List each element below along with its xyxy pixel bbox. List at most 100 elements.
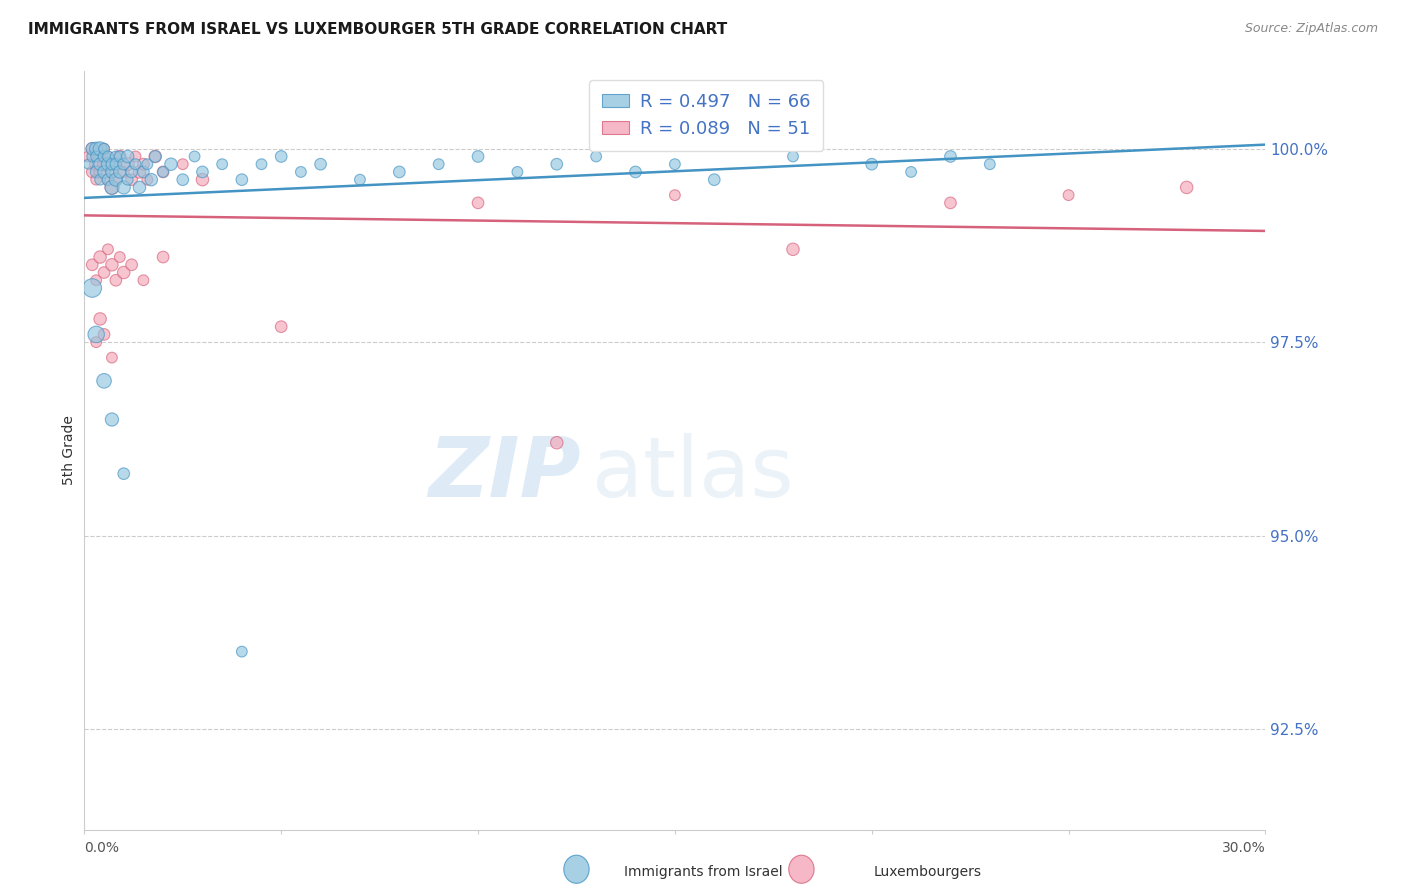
Text: Luxembourgers: Luxembourgers [875, 865, 981, 880]
Circle shape [564, 855, 589, 883]
Point [93, 142, 115, 156]
Point [82, 165, 104, 179]
Text: 0.0%: 0.0% [84, 841, 120, 855]
Point [191, 172, 214, 186]
Point [101, 180, 124, 194]
Point [93, 157, 115, 171]
Point [84, 142, 107, 156]
Point [93, 327, 115, 342]
Point [152, 250, 174, 264]
Point [93, 142, 115, 156]
Point [93, 165, 115, 179]
Point [82, 258, 104, 272]
Point [101, 165, 124, 179]
Point [84, 335, 107, 350]
Point [703, 172, 725, 186]
Point [82, 149, 104, 163]
Point [172, 172, 194, 186]
Point [84, 157, 107, 171]
Text: Source: ZipAtlas.com: Source: ZipAtlas.com [1244, 22, 1378, 36]
Point [124, 157, 146, 171]
Point [624, 165, 647, 179]
Point [101, 258, 124, 272]
Point [82, 142, 104, 156]
Point [782, 242, 804, 256]
Circle shape [789, 855, 814, 883]
Point [664, 157, 686, 171]
Point [101, 157, 124, 171]
Point [250, 157, 273, 171]
Point [152, 165, 174, 179]
Point [97, 172, 120, 186]
Point [112, 266, 135, 280]
Point [121, 172, 143, 186]
Point [89, 172, 111, 186]
Point [104, 273, 127, 287]
Point [546, 157, 568, 171]
Point [84, 273, 107, 287]
Point [108, 250, 131, 264]
Point [427, 157, 450, 171]
Point [1175, 180, 1198, 194]
Point [112, 467, 135, 481]
Point [546, 435, 568, 450]
Point [231, 645, 253, 659]
Point [97, 149, 120, 163]
Point [939, 195, 962, 210]
Point [108, 149, 131, 163]
Point [84, 149, 107, 163]
Point [124, 149, 146, 163]
Point [231, 172, 253, 186]
Point [1057, 188, 1080, 202]
Point [467, 195, 489, 210]
Point [97, 242, 120, 256]
Point [112, 157, 135, 171]
Point [121, 258, 143, 272]
Point [89, 157, 111, 171]
Point [860, 157, 883, 171]
Point [900, 165, 922, 179]
Point [101, 412, 124, 426]
Point [82, 142, 104, 156]
Point [89, 165, 111, 179]
Point [117, 149, 139, 163]
Point [132, 157, 155, 171]
Point [143, 149, 166, 163]
Y-axis label: 5th Grade: 5th Grade [62, 416, 76, 485]
Point [309, 157, 332, 171]
Point [290, 165, 312, 179]
Point [183, 149, 205, 163]
Point [117, 172, 139, 186]
Point [97, 172, 120, 186]
Point [160, 157, 183, 171]
Point [467, 149, 489, 163]
Point [117, 157, 139, 171]
Point [112, 165, 135, 179]
Point [77, 149, 100, 163]
Point [101, 351, 124, 365]
Point [136, 172, 159, 186]
Point [132, 165, 155, 179]
Point [93, 149, 115, 163]
Point [979, 157, 1001, 171]
Point [97, 149, 120, 163]
Point [84, 165, 107, 179]
Point [101, 165, 124, 179]
Point [141, 172, 163, 186]
Point [89, 149, 111, 163]
Point [782, 149, 804, 163]
Point [388, 165, 411, 179]
Point [84, 327, 107, 342]
Point [270, 319, 292, 334]
Point [128, 165, 150, 179]
Point [112, 180, 135, 194]
Point [506, 165, 529, 179]
Point [270, 149, 292, 163]
Point [349, 172, 371, 186]
Point [104, 149, 127, 163]
Point [108, 149, 131, 163]
Point [104, 172, 127, 186]
Point [172, 157, 194, 171]
Point [97, 157, 120, 171]
Point [82, 281, 104, 295]
